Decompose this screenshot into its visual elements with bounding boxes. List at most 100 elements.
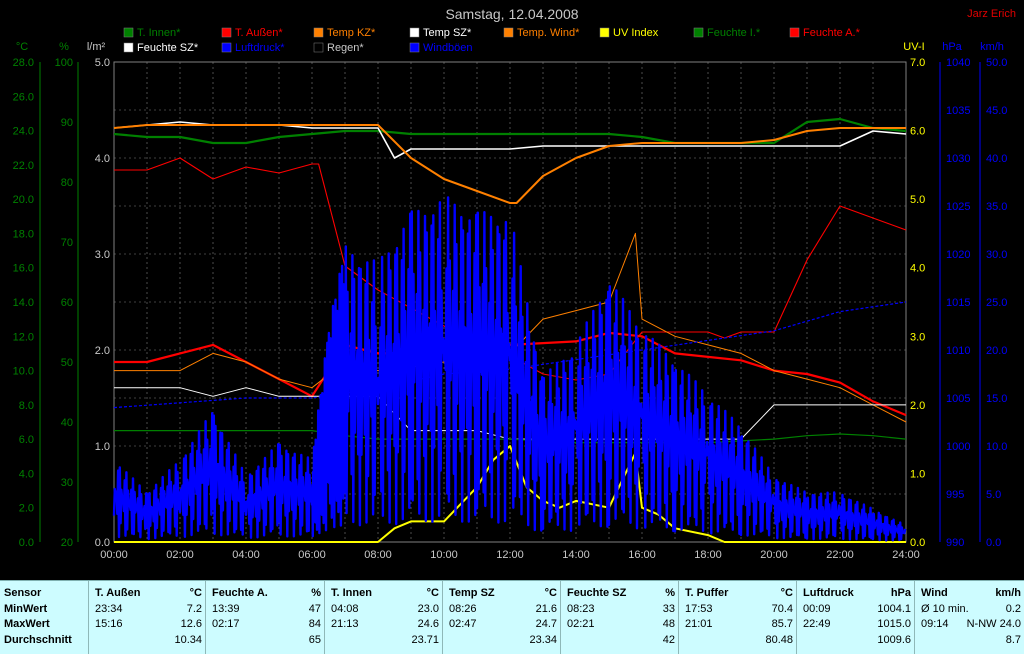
x-tick-label: 06:00 (298, 549, 326, 561)
legend-swatch (123, 27, 134, 38)
stats-label-sensor: Sensor (4, 587, 42, 599)
legend-label: Feuchte A.* (803, 27, 861, 39)
series-temp-wind (113, 124, 906, 204)
legend-swatch (599, 27, 610, 38)
stat-min-row: 17:53 70.4 (685, 603, 793, 617)
wind-axis-tick: 0.0 (986, 537, 1001, 549)
x-tick-label: 02:00 (166, 549, 194, 561)
x-tick-label: 10:00 (430, 549, 458, 561)
legend-swatch (693, 27, 704, 38)
legend-label: Windböen (423, 42, 473, 54)
legend-label: Temp SZ* (423, 27, 472, 39)
stat-sensor-name: T. Innen (331, 587, 372, 599)
uv-axis-tick: 7.0 (910, 57, 925, 69)
wind-axis-tick: 50.0 (986, 57, 1007, 69)
humidity-axis-unit: % (59, 41, 69, 53)
pressure-axis-tick: 1035 (946, 105, 970, 117)
stat-block-1: Feuchte A.% 13:39 47 02:17 84 65 (205, 581, 325, 654)
legend-label: Regen* (327, 42, 364, 54)
stat-min-time: 23:34 (95, 603, 123, 615)
stat-min-row: 04:08 23.0 (331, 603, 439, 617)
stat-block-header: Temp SZ °C (449, 587, 557, 599)
humidity-axis-tick: 40 (61, 417, 73, 429)
wind-axis-tick: 5.0 (986, 489, 1001, 501)
stat-unit: hPa (890, 587, 911, 599)
uv-axis-tick: 6.0 (910, 126, 925, 138)
author-label: Jarz Erich (967, 8, 1016, 20)
pressure-axis-unit: hPa (942, 41, 962, 53)
stat-min-row: 08:23 33 (567, 603, 675, 617)
pressure-axis-tick: 1005 (946, 393, 970, 405)
stat-max-row: 09:14 N-NW 24.0 (921, 618, 1021, 632)
stat-max-time: 22:49 (803, 618, 831, 630)
stat-min-value: 70.4 (771, 603, 793, 615)
stat-max-time: 09:14 (921, 618, 949, 630)
stat-block-3: Temp SZ °C 08:26 21.6 02:47 24.7 23.34 (442, 581, 561, 654)
stat-avg-row: 23.71 (331, 634, 439, 648)
stat-block-2: T. Innen °C 04:08 23.0 21:13 24.6 23.71 (324, 581, 443, 654)
statistics-panel: Sensor MinWert MaxWert Durchschnitt T. A… (0, 580, 1024, 654)
temp-axis-tick: 14.0 (13, 297, 34, 309)
stat-max-value: N-NW 24.0 (966, 618, 1021, 630)
series-luftdruck (113, 301, 907, 409)
stat-avg-value: 1009.6 (877, 634, 911, 646)
stat-avg-row: 42 (567, 634, 675, 648)
stat-min-time: Ø 10 min. (921, 603, 969, 615)
uv-axis-tick: 4.0 (910, 263, 925, 275)
stat-min-row: 00:09 1004.1 (803, 603, 911, 617)
humidity-axis-tick: 20 (61, 537, 73, 549)
stat-min-value: 33 (662, 603, 675, 615)
pressure-axis-tick: 1000 (946, 441, 970, 453)
pressure-axis-tick: 990 (946, 537, 964, 549)
stat-max-row: 21:13 24.6 (331, 618, 439, 632)
stat-min-value: 7.2 (186, 603, 202, 615)
wind-axis-tick: 30.0 (986, 249, 1007, 261)
legend-label: Luftdruck* (235, 42, 285, 54)
temp-axis-tick: 22.0 (13, 160, 34, 172)
x-tick-label: 00:00 (100, 549, 128, 561)
legend-swatch (221, 42, 232, 53)
stat-min-value: 47 (308, 603, 321, 615)
legend-swatch (221, 27, 232, 38)
stat-min-time: 00:09 (803, 603, 831, 615)
stats-label-avg: Durchschnitt (4, 634, 72, 646)
x-tick-label: 08:00 (364, 549, 392, 561)
series-feuchte-i (113, 117, 907, 145)
uv-axis-unit: UV-I (903, 41, 924, 53)
temp-axis-tick: 26.0 (13, 91, 34, 103)
wind-axis-tick: 15.0 (986, 393, 1007, 405)
stat-avg-row: 23.34 (449, 634, 557, 648)
rain-axis-tick: 0.0 (95, 537, 110, 549)
temp-axis-tick: 4.0 (19, 468, 34, 480)
humidity-axis-tick: 60 (61, 297, 73, 309)
stat-avg-row: 10.34 (95, 634, 202, 648)
stat-sensor-name: T. Puffer (685, 587, 729, 599)
stats-label-min: MinWert (4, 603, 48, 615)
stat-unit: °C (780, 587, 793, 599)
uv-axis-tick: 1.0 (910, 468, 925, 480)
temp-axis-tick: 12.0 (13, 331, 34, 343)
stat-max-value: 84 (308, 618, 321, 630)
stat-min-row: Ø 10 min. 0.2 (921, 603, 1021, 617)
temp-axis-tick: 24.0 (13, 126, 34, 138)
stat-min-time: 08:26 (449, 603, 477, 615)
stat-sensor-name: T. Außen (95, 587, 141, 599)
stat-block-header: Feuchte A.% (212, 587, 321, 599)
stat-sensor-name: Feuchte A. (212, 587, 268, 599)
rain-axis-unit: l/m² (87, 41, 106, 53)
x-tick-label: 18:00 (694, 549, 722, 561)
stat-block-header: T. Außen °C (95, 587, 202, 599)
stat-sensor-name: Wind (921, 587, 948, 599)
humidity-axis-tick: 70 (61, 237, 73, 249)
temp-axis-tick: 0.0 (19, 537, 34, 549)
humidity-axis-tick: 80 (61, 177, 73, 189)
stat-block-header: Feuchte SZ% (567, 587, 675, 599)
series-windböen (112, 196, 907, 542)
stat-min-value: 21.6 (535, 603, 557, 615)
stats-label-max: MaxWert (4, 618, 50, 630)
wind-axis-tick: 45.0 (986, 105, 1007, 117)
stat-avg-value: 80.48 (765, 634, 793, 646)
humidity-axis-tick: 30 (61, 477, 73, 489)
rain-axis-tick: 5.0 (95, 57, 110, 69)
stat-max-time: 02:47 (449, 618, 477, 630)
